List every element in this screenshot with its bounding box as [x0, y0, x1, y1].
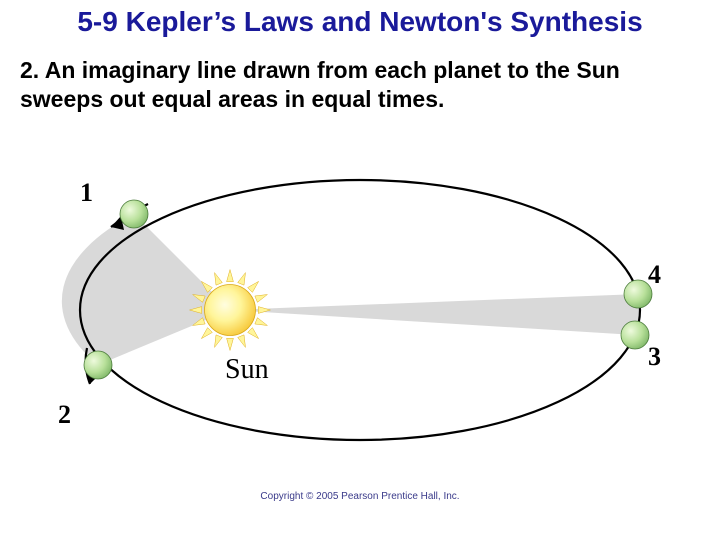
planet-1 [120, 200, 148, 228]
planet-2 [84, 351, 112, 379]
law-description: 2. An imaginary line drawn from each pla… [0, 38, 720, 114]
planet-label-3: 3 [648, 342, 661, 372]
swept-areas [62, 214, 640, 365]
sun-icon [190, 270, 271, 351]
planet-label-2: 2 [58, 400, 71, 430]
page-title: 5-9 Kepler’s Laws and Newton's Synthesis [0, 0, 720, 38]
planet-label-1: 1 [80, 178, 93, 208]
sun-label: Sun [225, 354, 269, 386]
orbit-svg [40, 150, 680, 490]
planet-label-4: 4 [648, 260, 661, 290]
planet-3 [621, 321, 649, 349]
kepler-diagram: Sun 1 2 3 4 [40, 150, 680, 490]
copyright-text: Copyright © 2005 Pearson Prentice Hall, … [0, 491, 720, 502]
